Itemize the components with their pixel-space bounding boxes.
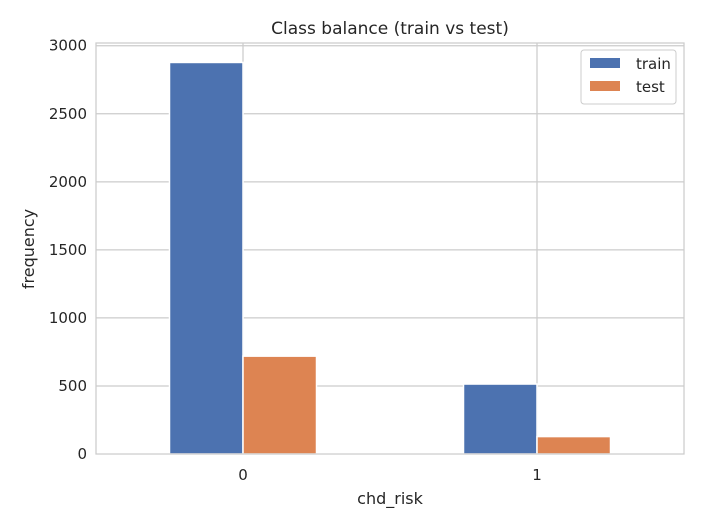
bar-train-0	[168, 61, 244, 455]
x-axis-label: chd_risk	[357, 489, 423, 509]
legend: train test	[580, 49, 677, 105]
x-tick-label: 1	[532, 466, 542, 484]
y-tick-label: 2500	[49, 105, 87, 123]
y-tick-label: 1000	[49, 309, 87, 327]
bars-layer	[168, 61, 612, 455]
chart-title: Class balance (train vs test)	[271, 19, 509, 39]
y-axis-label: frequency	[19, 209, 38, 289]
plot-frame	[95, 42, 685, 455]
y-tick-labels: 0 500 1000 1500 2000 2500 3000	[49, 37, 87, 463]
y-tick-label: 2000	[49, 173, 87, 191]
x-tick-label: 0	[238, 466, 248, 484]
legend-label-train: train	[636, 55, 671, 73]
bar-test-1	[536, 435, 612, 455]
bar-train-1	[462, 383, 538, 455]
bar-test-0	[242, 355, 318, 455]
legend-label-test: test	[636, 78, 665, 96]
legend-swatch-test	[590, 81, 620, 91]
y-tick-label: 1500	[49, 241, 87, 259]
legend-swatch-train	[590, 58, 620, 68]
y-tick-label: 500	[58, 377, 87, 395]
y-tick-label: 3000	[49, 37, 87, 55]
y-tick-label: 0	[77, 445, 87, 463]
